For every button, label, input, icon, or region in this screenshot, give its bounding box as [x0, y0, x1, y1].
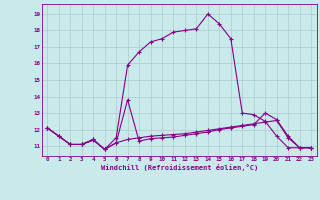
X-axis label: Windchill (Refroidissement éolien,°C): Windchill (Refroidissement éolien,°C) — [100, 164, 258, 171]
